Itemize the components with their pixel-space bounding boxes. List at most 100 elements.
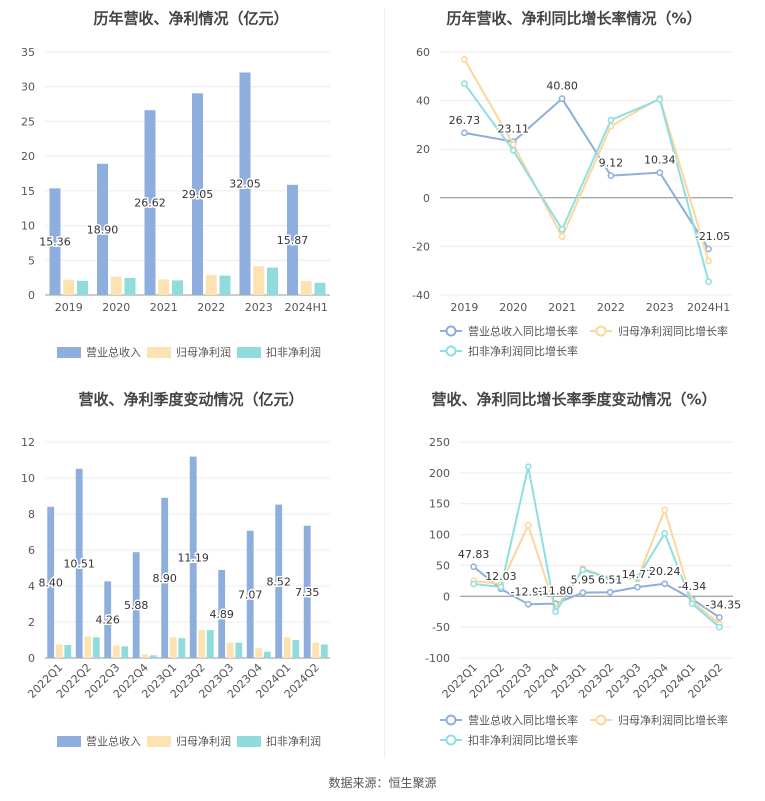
data-point [656, 169, 664, 177]
bar [104, 581, 112, 658]
data-point [661, 580, 669, 588]
data-point [661, 506, 669, 514]
chart-title: 营收、净利同比增长率季度变动情况（%） [431, 391, 716, 409]
data-label: 5.95 [571, 574, 596, 587]
bar [206, 630, 214, 658]
y-tick-label: 0 [443, 590, 450, 603]
data-label: 10.34 [644, 154, 676, 167]
legend-swatch [237, 347, 261, 358]
data-point [705, 245, 712, 253]
legend-marker [595, 325, 607, 337]
bar [192, 93, 203, 295]
series-line [473, 565, 720, 619]
y-tick-label: 4 [28, 580, 35, 593]
bar [253, 266, 265, 295]
data-label: 29.05 [182, 188, 214, 201]
series-line [463, 58, 710, 262]
bar [158, 279, 170, 295]
data-label: 47.83 [458, 548, 490, 561]
y-tick-label: 100 [429, 529, 450, 542]
data-label: 15.36 [39, 236, 71, 249]
y-tick-label: 15 [21, 185, 35, 198]
data-label: 4.89 [209, 608, 234, 621]
y-tick-label: 5 [28, 254, 35, 267]
legend-label: 归母净利润 [176, 345, 231, 359]
data-point [461, 80, 468, 87]
x-tick-label: 2024H1 [687, 301, 730, 314]
data-point [606, 575, 614, 583]
data-label: 23.11 [498, 123, 530, 136]
bar [112, 645, 120, 658]
data-point [524, 463, 532, 471]
data-label: 12.03 [485, 570, 517, 583]
legend-swatch [57, 347, 81, 358]
series-line [473, 466, 721, 628]
data-source-note: 数据来源：恒生聚源 [328, 776, 437, 790]
data-label: 40.80 [546, 80, 578, 93]
data-label: 7.35 [295, 586, 320, 599]
legend-label: 营业总收入 [86, 345, 141, 359]
data-label: 8.90 [152, 572, 177, 585]
data-label: -4.34 [678, 580, 706, 593]
data-point [661, 529, 669, 537]
y-tick-label: 8 [28, 508, 35, 521]
data-label: 5.88 [124, 599, 149, 612]
data-point [461, 129, 468, 137]
bar [235, 642, 243, 658]
chart-annual-growth-rate: 历年营收、净利同比增长率情况（%） -40 -20 0 20 40 60 2019 2020 20… [383, 0, 765, 380]
legend-label: 营业总收入同比增长率 [468, 713, 578, 727]
bar [144, 110, 156, 295]
legend-label: 归母净利润同比增长率 [618, 324, 728, 338]
data-point [607, 172, 615, 179]
panel-divider [384, 8, 385, 758]
bar [219, 275, 231, 295]
bar [161, 497, 169, 658]
data-label: 20.24 [649, 565, 681, 578]
chart-title: 历年营收、净利同比增长率情况（%） [446, 10, 701, 28]
bar [218, 569, 226, 658]
chart-svg: 营收、净利季度变动情况（亿元）0246810122022Q12022Q22022… [21, 391, 330, 748]
data-label: -12.92 [511, 585, 546, 598]
x-tick-label: 2023 [646, 301, 674, 314]
bar [226, 642, 234, 658]
data-point [579, 566, 587, 574]
y-tick-label: 60 [416, 46, 430, 59]
bar [178, 638, 186, 658]
y-tick-label: 2 [28, 616, 35, 629]
bar [292, 640, 300, 658]
bar [300, 281, 312, 295]
y-tick-label: 10 [21, 472, 35, 485]
bar [84, 636, 92, 658]
bar [283, 637, 291, 658]
y-tick-label: -40 [412, 289, 430, 302]
data-point [558, 95, 566, 103]
data-point [524, 521, 532, 529]
y-tick-label: -100 [425, 652, 450, 665]
data-label: 8.40 [38, 576, 63, 589]
bar [141, 654, 149, 658]
data-label: 18.90 [87, 223, 119, 236]
y-tick-label: 20 [416, 143, 430, 156]
bar [149, 655, 157, 658]
y-tick-label: 6 [28, 544, 35, 557]
bar [75, 468, 83, 658]
bar [198, 630, 206, 658]
data-label: 4.26 [95, 614, 120, 627]
data-point [509, 140, 517, 148]
legend-marker [445, 345, 457, 357]
bar [97, 163, 108, 295]
y-tick-label: 250 [429, 436, 450, 449]
data-label: 6.51 [598, 573, 623, 586]
data-point [716, 623, 723, 631]
data-point [634, 574, 641, 582]
chart-quarterly-revenue-profit: 营收、净利季度变动情况（亿元） 0 2 4 6 8 10 12 2022Q1 2022Q2 2022… [0, 380, 382, 760]
bar [172, 280, 183, 295]
legend-label: 营业总收入 [86, 734, 141, 748]
chart-svg: 历年营收、净利情况（亿元） 0 5 10 15 20 25 30 35 2019 2020 2021 2… [21, 10, 330, 359]
y-tick-label: 200 [429, 467, 450, 480]
data-label: 10.51 [63, 557, 95, 570]
data-point [558, 233, 566, 241]
data-point [607, 116, 615, 124]
bar [124, 277, 136, 295]
data-point [470, 563, 478, 571]
